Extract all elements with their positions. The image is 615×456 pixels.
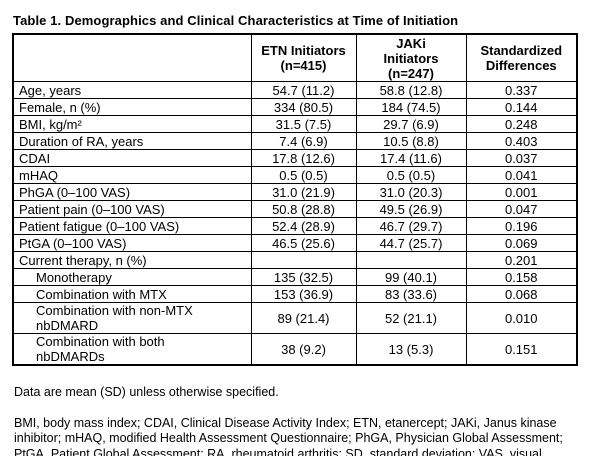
- footnote-abbreviations: BMI, body mass index; CDAI, Clinical Dis…: [14, 415, 563, 456]
- etn-value-cell: [250, 251, 357, 269]
- std-diff-cell: 0.069: [465, 234, 578, 252]
- std-diff-cell: 0.001: [465, 183, 578, 201]
- table-row: Monotherapy 135 (32.5) 99 (40.1) 0.158: [12, 268, 578, 286]
- jaki-value-cell: 83 (33.6): [355, 285, 467, 303]
- etn-value-cell: 153 (36.9): [250, 285, 357, 303]
- row-label-cell: Current therapy, n (%): [12, 251, 252, 269]
- table-row: Duration of RA, years 7.4 (6.9) 10.5 (8.…: [12, 132, 578, 150]
- table-row: Combination with MTX 153 (36.9) 83 (33.6…: [12, 285, 578, 303]
- table-row: Age, years 54.7 (11.2) 58.8 (12.8) 0.337: [12, 81, 578, 99]
- std-diff-cell: 0.151: [465, 333, 578, 366]
- row-label-cell: CDAI: [12, 149, 252, 167]
- table-row: mHAQ 0.5 (0.5) 0.5 (0.5) 0.041: [12, 166, 578, 184]
- table-row: Combination with both nbDMARDs 38 (9.2) …: [12, 333, 578, 366]
- std-diff-cell: 0.196: [465, 217, 578, 235]
- etn-value-cell: 0.5 (0.5): [250, 166, 357, 184]
- jaki-value-cell: 17.4 (11.6): [355, 149, 467, 167]
- header-blank: [12, 33, 252, 82]
- row-label-cell: Patient fatigue (0–100 VAS): [12, 217, 252, 235]
- header-standardized-differences: Standardized Differences: [465, 33, 578, 82]
- jaki-value-cell: 31.0 (20.3): [355, 183, 467, 201]
- std-diff-cell: 0.144: [465, 98, 578, 116]
- table-body: Age, years 54.7 (11.2) 58.8 (12.8) 0.337…: [12, 81, 578, 366]
- row-label-cell: Female, n (%): [12, 98, 252, 116]
- jaki-value-cell: 184 (74.5): [355, 98, 467, 116]
- table-row: BMI, kg/m² 31.5 (7.5) 29.7 (6.9) 0.248: [12, 115, 578, 133]
- etn-value-cell: 7.4 (6.9): [250, 132, 357, 150]
- table-row: Combination with non-MTX nbDMARD 89 (21.…: [12, 302, 578, 334]
- jaki-value-cell: [355, 251, 467, 269]
- row-label-cell: Combination with MTX: [12, 285, 252, 303]
- jaki-value-cell: 10.5 (8.8): [355, 132, 467, 150]
- std-diff-cell: 0.037: [465, 149, 578, 167]
- table-title: Table 1. Demographics and Clinical Chara…: [13, 13, 459, 28]
- header-jaki-initiators: JAKi Initiators (n=247): [355, 33, 467, 82]
- etn-value-cell: 31.0 (21.9): [250, 183, 357, 201]
- row-label-cell: Combination with non-MTX nbDMARD: [12, 302, 252, 334]
- etn-value-cell: 52.4 (28.9): [250, 217, 357, 235]
- row-label-cell: Combination with both nbDMARDs: [12, 333, 252, 366]
- etn-value-cell: 38 (9.2): [250, 333, 357, 366]
- etn-value-cell: 135 (32.5): [250, 268, 357, 286]
- jaki-value-cell: 58.8 (12.8): [355, 81, 467, 99]
- etn-value-cell: 46.5 (25.6): [250, 234, 357, 252]
- etn-value-cell: 50.8 (28.8): [250, 200, 357, 218]
- demographics-table: ETN Initiators (n=415) JAKi Initiators (…: [12, 33, 578, 366]
- std-diff-cell: 0.337: [465, 81, 578, 99]
- etn-value-cell: 89 (21.4): [250, 302, 357, 334]
- row-label-cell: BMI, kg/m²: [12, 115, 252, 133]
- jaki-value-cell: 52 (21.1): [355, 302, 467, 334]
- std-diff-cell: 0.201: [465, 251, 578, 269]
- std-diff-cell: 0.010: [465, 302, 578, 334]
- std-diff-cell: 0.068: [465, 285, 578, 303]
- footnote-data-note: Data are mean (SD) unless otherwise spec…: [14, 384, 279, 399]
- etn-value-cell: 17.8 (12.6): [250, 149, 357, 167]
- row-label-cell: PhGA (0–100 VAS): [12, 183, 252, 201]
- row-label-cell: Age, years: [12, 81, 252, 99]
- header-row: ETN Initiators (n=415) JAKi Initiators (…: [12, 33, 578, 82]
- table-header: ETN Initiators (n=415) JAKi Initiators (…: [12, 33, 578, 82]
- row-label-cell: PtGA (0–100 VAS): [12, 234, 252, 252]
- row-label-cell: mHAQ: [12, 166, 252, 184]
- etn-value-cell: 334 (80.5): [250, 98, 357, 116]
- jaki-value-cell: 13 (5.3): [355, 333, 467, 366]
- std-diff-cell: 0.158: [465, 268, 578, 286]
- row-label-cell: Monotherapy: [12, 268, 252, 286]
- jaki-value-cell: 46.7 (29.7): [355, 217, 467, 235]
- table-row: CDAI 17.8 (12.6) 17.4 (11.6) 0.037: [12, 149, 578, 167]
- jaki-value-cell: 0.5 (0.5): [355, 166, 467, 184]
- std-diff-cell: 0.403: [465, 132, 578, 150]
- table-row: Patient pain (0–100 VAS) 50.8 (28.8) 49.…: [12, 200, 578, 218]
- jaki-value-cell: 44.7 (25.7): [355, 234, 467, 252]
- table-row: PhGA (0–100 VAS) 31.0 (21.9) 31.0 (20.3)…: [12, 183, 578, 201]
- jaki-value-cell: 49.5 (26.9): [355, 200, 467, 218]
- table-row: Patient fatigue (0–100 VAS) 52.4 (28.9) …: [12, 217, 578, 235]
- table-row: Female, n (%) 334 (80.5) 184 (74.5) 0.14…: [12, 98, 578, 116]
- table-row: Current therapy, n (%) 0.201: [12, 251, 578, 269]
- std-diff-cell: 0.041: [465, 166, 578, 184]
- std-diff-cell: 0.047: [465, 200, 578, 218]
- table-row: PtGA (0–100 VAS) 46.5 (25.6) 44.7 (25.7)…: [12, 234, 578, 252]
- jaki-value-cell: 99 (40.1): [355, 268, 467, 286]
- jaki-value-cell: 29.7 (6.9): [355, 115, 467, 133]
- header-etn-initiators: ETN Initiators (n=415): [250, 33, 357, 82]
- std-diff-cell: 0.248: [465, 115, 578, 133]
- etn-value-cell: 54.7 (11.2): [250, 81, 357, 99]
- etn-value-cell: 31.5 (7.5): [250, 115, 357, 133]
- table-footnotes: Data are mean (SD) unless otherwise spec…: [14, 369, 580, 456]
- row-label-cell: Patient pain (0–100 VAS): [12, 200, 252, 218]
- row-label-cell: Duration of RA, years: [12, 132, 252, 150]
